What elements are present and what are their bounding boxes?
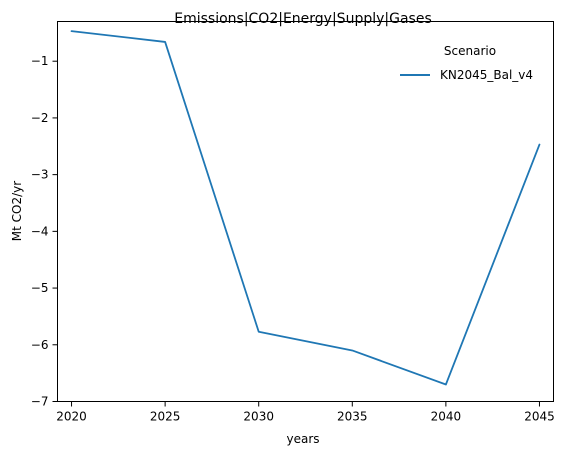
y-axis-title: Mt CO2/yr — [10, 181, 24, 241]
x-axis-title: years — [286, 432, 319, 446]
x-tick-label: 2040 — [431, 410, 462, 424]
chart-title: Emissions|CO2|Energy|Supply|Gases — [174, 11, 432, 27]
x-tick-label: 2030 — [243, 410, 274, 424]
x-tick-label: 2045 — [524, 410, 555, 424]
y-tick-label: −4 — [31, 224, 49, 238]
y-tick-label: −2 — [31, 111, 49, 125]
y-tick-label: −5 — [31, 281, 49, 295]
legend-title: Scenario — [444, 44, 496, 58]
x-tick-label: 2035 — [337, 410, 368, 424]
y-tick-label: −6 — [31, 338, 49, 352]
y-tick-label: −7 — [31, 395, 49, 409]
y-tick-label: −1 — [31, 54, 49, 68]
legend-label-kn2045-bal-v4: KN2045_Bal_v4 — [440, 68, 533, 82]
y-tick-label: −3 — [31, 168, 49, 182]
x-tick-label: 2020 — [56, 410, 87, 424]
x-tick-label: 2025 — [150, 410, 181, 424]
